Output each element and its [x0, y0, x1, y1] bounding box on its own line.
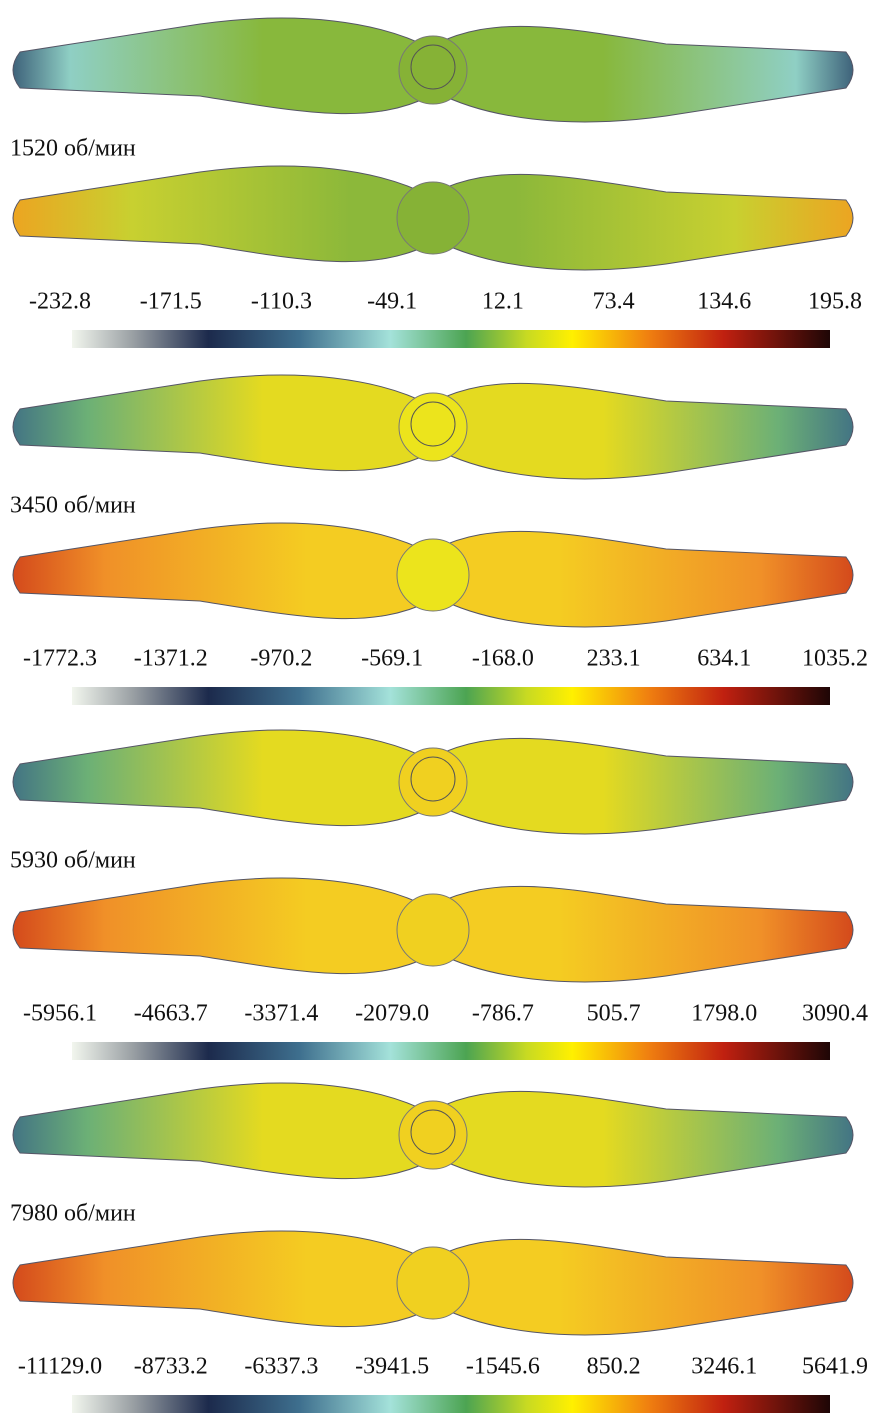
panel: 1520 об/мин -232.8 -171.5 -110.3 -49.1 12.1 73… [10, 17, 862, 348]
speed-label: 1520 об/мин [10, 136, 136, 162]
scale-tick-label: 634.1 [697, 646, 751, 672]
hub [396, 538, 470, 612]
scale-tick-label: -168.0 [472, 646, 534, 672]
blade [435, 1090, 854, 1188]
scale-tick-label: 505.7 [587, 1001, 641, 1027]
scale-tick-label: -1772.3 [23, 646, 97, 672]
scale-tick-label: 195.8 [808, 289, 862, 315]
scale-tick-label: -569.1 [361, 646, 423, 672]
blade [12, 522, 431, 620]
scale-tick-label: -110.3 [251, 289, 312, 315]
blade [12, 729, 431, 827]
panel: 5930 об/мин -5956.1 -4663.7 -3371.4 -2079.0 -… [10, 729, 868, 1060]
scale-tick-label: -786.7 [472, 1001, 534, 1027]
hub-cap [410, 756, 456, 802]
blade [12, 17, 431, 115]
panel: 3450 об/мин -1772.3 -1371.2 -970.2 -569.1 -16… [10, 374, 868, 705]
scale-tick-label: 1035.2 [802, 646, 868, 672]
scale-tick-label: 1798.0 [691, 1001, 757, 1027]
blade [12, 1230, 431, 1328]
scale-tick-label: 12.1 [482, 289, 524, 315]
scale-tick-label: -1545.6 [466, 1354, 540, 1380]
scale-tick-label: 233.1 [587, 646, 641, 672]
hub-cap [410, 401, 456, 447]
speed-label: 7980 об/мин [10, 1201, 136, 1227]
blade [12, 374, 431, 472]
scale-tick-label: -970.2 [250, 646, 312, 672]
scale-tick-label: -2079.0 [355, 1001, 429, 1027]
blade [435, 25, 854, 123]
colorbar [72, 687, 830, 705]
scale-tick-label: 5641.9 [802, 1354, 868, 1380]
hub [396, 893, 470, 967]
speed-label: 3450 об/мин [10, 493, 136, 519]
scale-tick-label: -171.5 [140, 289, 202, 315]
scale-tick-label: 850.2 [587, 1354, 641, 1380]
scale-tick-label: -6337.3 [244, 1354, 318, 1380]
blade [435, 737, 854, 835]
blade [12, 165, 431, 263]
scale-tick-label: 3246.1 [691, 1354, 757, 1380]
panel: 7980 об/мин -11129.0 -8733.2 -6337.3 -3941.5… [10, 1082, 868, 1413]
hub [396, 181, 470, 255]
scale-tick-label: 3090.4 [802, 1001, 868, 1027]
blade [435, 1238, 854, 1336]
blade [12, 877, 431, 975]
colorbar [72, 1042, 830, 1060]
scale-tick-label: -1371.2 [134, 646, 208, 672]
hub [396, 1246, 470, 1320]
scale-tick-label: -5956.1 [23, 1001, 97, 1027]
speed-label: 5930 об/мин [10, 848, 136, 874]
hub-cap [410, 1109, 456, 1155]
colorbar [72, 1395, 830, 1413]
scale-tick-label: -3371.4 [244, 1001, 318, 1027]
colorbar [72, 330, 830, 348]
scale-tick-label: 73.4 [593, 289, 635, 315]
blade [435, 530, 854, 628]
scale-tick-label: -11129.0 [18, 1354, 102, 1380]
scale-tick-label: -3941.5 [355, 1354, 429, 1380]
hub-cap [410, 44, 456, 90]
blade [435, 885, 854, 983]
scale-tick-label: -232.8 [29, 289, 91, 315]
scale-tick-label: -49.1 [367, 289, 417, 315]
scale-tick-label: -4663.7 [134, 1001, 208, 1027]
scale-tick-label: 134.6 [697, 289, 751, 315]
blade [435, 382, 854, 480]
scale-tick-label: -8733.2 [134, 1354, 208, 1380]
blade [435, 173, 854, 271]
blade [12, 1082, 431, 1180]
